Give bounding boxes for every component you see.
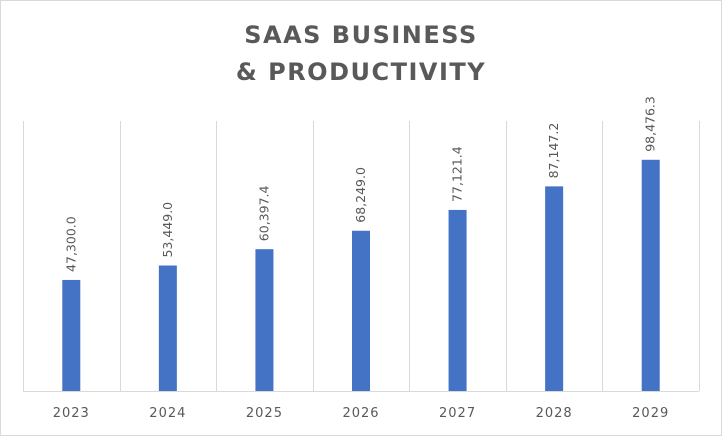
bar-2025 <box>255 249 274 391</box>
x-tick-label-2023: 2023 <box>53 406 90 421</box>
bar-2027 <box>448 209 467 391</box>
bar-2029 <box>641 159 660 391</box>
chart-title-line-1: SAAS BUSINESS <box>244 21 478 49</box>
data-label-2025: 60,397.4 <box>256 185 271 241</box>
bar-2026 <box>352 230 370 391</box>
data-label-2024: 53,449.0 <box>160 202 175 258</box>
bar-2024 <box>158 265 177 391</box>
bar-2023 <box>62 279 81 391</box>
chart-title-line-2: & PRODUCTIVITY <box>235 58 487 86</box>
chart-title: SAAS BUSINESS & PRODUCTIVITY <box>1 17 721 91</box>
data-label-2029: 98,476.3 <box>643 96 658 152</box>
data-label-2028: 87,147.2 <box>546 123 561 179</box>
data-label-2026: 68,249.0 <box>353 167 368 223</box>
x-tick-label-2029: 2029 <box>632 406 669 421</box>
x-tick-label-2027: 2027 <box>439 406 476 421</box>
data-label-2023: 47,300.0 <box>63 216 78 272</box>
x-tick-label-2028: 2028 <box>536 406 573 421</box>
x-tick-label-2024: 2024 <box>149 406 186 421</box>
x-tick-label-2026: 2026 <box>342 406 379 421</box>
bar-2028 <box>545 186 564 391</box>
data-label-2027: 77,121.4 <box>450 146 465 202</box>
x-tick-label-2025: 2025 <box>246 406 283 421</box>
